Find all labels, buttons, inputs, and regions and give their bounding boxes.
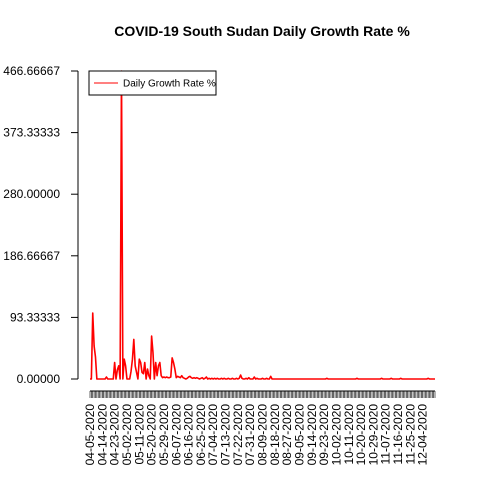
y-tick-label: 0.00000	[17, 372, 61, 386]
x-tick-label: 06-07-2020	[169, 404, 183, 466]
y-tick-label: 93.33333	[10, 310, 60, 324]
x-tick-label: 12-04-2020	[416, 404, 430, 466]
series-line-0	[90, 70, 435, 380]
x-tick-label: 04-14-2020	[95, 404, 109, 466]
x-tick-label: 10-29-2020	[366, 404, 380, 466]
y-axis: 0.00000 93.33333 186.66667 280.00000 373.333…	[3, 64, 79, 386]
x-tick-label: 04-23-2020	[108, 404, 122, 466]
x-tick-label: 07-04-2020	[206, 404, 220, 466]
x-tick-label: 08-27-2020	[280, 404, 294, 466]
x-tick-label: 05-29-2020	[157, 404, 171, 466]
legend-label: Daily Growth Rate %	[123, 79, 216, 90]
x-tick-label: 07-31-2020	[243, 404, 257, 466]
x-tick-label: 05-20-2020	[145, 404, 159, 466]
x-tick-label: 09-14-2020	[305, 404, 319, 466]
x-tick-label: 09-23-2020	[317, 404, 331, 466]
x-tick-label: 07-22-2020	[231, 404, 245, 466]
y-tick-label: 186.66667	[3, 249, 60, 263]
series-layer	[90, 70, 435, 380]
x-tick-label: 05-02-2020	[120, 404, 134, 466]
x-tick-label: 09-05-2020	[292, 404, 306, 466]
y-tick-label: 373.33333	[3, 126, 60, 140]
x-tick-label: 10-02-2020	[329, 404, 343, 466]
chart-title: COVID-19 South Sudan Daily Growth Rate %	[114, 23, 410, 39]
x-tick-label: 04-05-2020	[83, 404, 97, 466]
x-tick-label: 11-07-2020	[379, 404, 393, 465]
x-axis: 04-05-202004-14-202004-23-202005-02-2020…	[83, 390, 436, 466]
x-tick-label: 06-16-2020	[182, 404, 196, 466]
x-tick-label: 08-09-2020	[256, 404, 270, 466]
y-tick-label: 280.00000	[3, 187, 60, 201]
x-tick-label: 08-18-2020	[268, 404, 282, 466]
x-tick-label: 10-20-2020	[354, 404, 368, 466]
x-tick-label: 10-11-2020	[342, 404, 356, 465]
x-tick-label: 11-16-2020	[391, 404, 405, 465]
x-tick-label: 05-11-2020	[132, 404, 146, 465]
x-tick-label: 11-25-2020	[403, 404, 417, 465]
legend: Daily Growth Rate %	[88, 70, 217, 96]
x-tick-label: 06-25-2020	[194, 404, 208, 466]
x-tick-label: 07-13-2020	[219, 404, 233, 466]
y-tick-label: 466.66667	[3, 64, 60, 78]
